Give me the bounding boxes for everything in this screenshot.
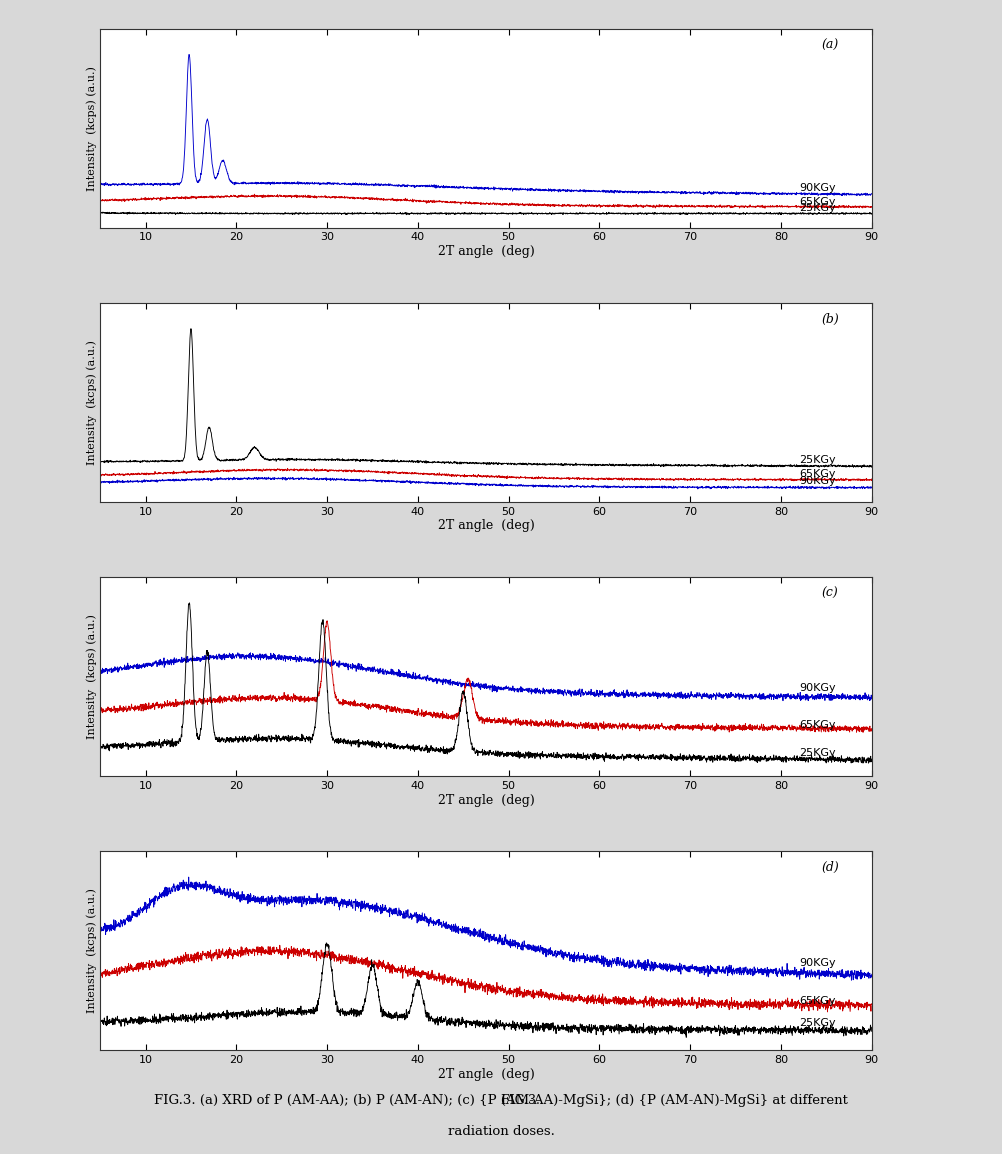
Text: (a): (a): [822, 39, 839, 52]
Text: (c): (c): [822, 587, 839, 600]
Text: FIG.3. (a) XRD of P (AM-AA); (b) P (AM-AN); (c) {P (AM-AA)-MgSi}; (d) {P (AM-AN): FIG.3. (a) XRD of P (AM-AA); (b) P (AM-A…: [154, 1094, 848, 1107]
Text: 65KGy: 65KGy: [800, 720, 836, 729]
Y-axis label: Intensity  (kcps) (a.u.): Intensity (kcps) (a.u.): [87, 614, 97, 739]
Y-axis label: Intensity  (kcps) (a.u.): Intensity (kcps) (a.u.): [87, 889, 97, 1013]
X-axis label: 2T angle  (deg): 2T angle (deg): [438, 794, 534, 807]
Text: 90KGy: 90KGy: [800, 477, 836, 487]
Text: 25KGy: 25KGy: [800, 455, 836, 465]
Text: 25KGy: 25KGy: [800, 748, 836, 758]
Text: 25KGy: 25KGy: [800, 203, 836, 213]
Text: 65KGy: 65KGy: [800, 469, 836, 479]
Text: 90KGy: 90KGy: [800, 182, 836, 193]
Text: 65KGy: 65KGy: [800, 196, 836, 207]
Text: 65KGy: 65KGy: [800, 996, 836, 1006]
Text: (d): (d): [822, 861, 840, 875]
Text: FIG.3.: FIG.3.: [501, 1094, 544, 1107]
Y-axis label: Intensity  (kcps) (a.u.): Intensity (kcps) (a.u.): [87, 340, 97, 465]
X-axis label: 2T angle  (deg): 2T angle (deg): [438, 1067, 534, 1081]
Y-axis label: Intensity  (kcps) (a.u.): Intensity (kcps) (a.u.): [87, 66, 97, 190]
Text: 90KGy: 90KGy: [800, 958, 836, 968]
Text: radiation doses.: radiation doses.: [448, 1125, 554, 1138]
Text: (b): (b): [822, 313, 840, 325]
X-axis label: 2T angle  (deg): 2T angle (deg): [438, 245, 534, 258]
Text: 90KGy: 90KGy: [800, 683, 836, 692]
Text: 25KGy: 25KGy: [800, 1018, 836, 1027]
X-axis label: 2T angle  (deg): 2T angle (deg): [438, 519, 534, 532]
